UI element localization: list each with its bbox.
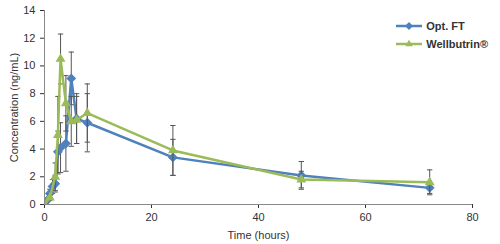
svg-text:0: 0 [41, 211, 47, 223]
html-text:Opt. FT: Opt. FT [426, 20, 465, 32]
svg-text:Concentration (ng/mL): Concentration (ng/mL) [8, 53, 20, 162]
svg-text:40: 40 [252, 211, 264, 223]
svg-text:14: 14 [23, 4, 35, 16]
html-text:Wellbutrin®: Wellbutrin® [426, 38, 488, 50]
svg-text:60: 60 [359, 211, 371, 223]
svg-text:8: 8 [29, 87, 35, 99]
svg-text:6: 6 [29, 115, 35, 127]
svg-text:0: 0 [29, 198, 35, 210]
svg-text:10: 10 [23, 59, 35, 71]
svg-text:Time (hours): Time (hours) [228, 229, 290, 241]
svg-text:12: 12 [23, 32, 35, 44]
svg-text:2: 2 [29, 170, 35, 182]
svg-text:4: 4 [29, 143, 35, 155]
svg-text:20: 20 [145, 211, 157, 223]
svg-text:80: 80 [466, 211, 478, 223]
